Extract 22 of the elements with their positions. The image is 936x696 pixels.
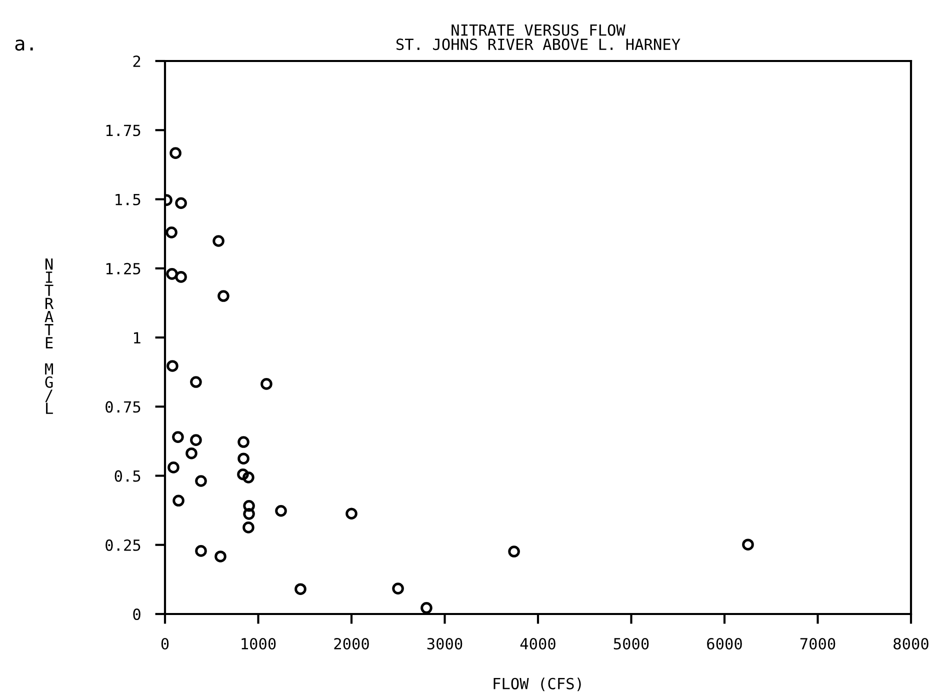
y-tick-label: 1.25 (106, 262, 140, 274)
y-tick-label: 2 (133, 56, 140, 67)
x-tick-label: 8000 (894, 638, 928, 650)
x-tick-label: 1000 (242, 638, 276, 650)
y-tick-label: 0.75 (106, 401, 140, 413)
y-tick-label: 0 (133, 608, 140, 620)
y-tick-label: 1.75 (106, 124, 140, 136)
x-tick-label: 5000 (614, 638, 649, 650)
x-tick-label: 0 (161, 638, 169, 650)
x-tick-label: 2000 (334, 638, 369, 650)
x-axis-title: FLOW (CFS) (494, 678, 581, 692)
x-tick-label: 7000 (800, 638, 836, 650)
text: NITRATE MG/L (44, 258, 54, 414)
y-tick-label: 1 (134, 332, 140, 344)
y-tick-label: 0.5 (114, 470, 140, 482)
chart-title: NITRATE VERSUS FLOW ST. JOHNS RIVER ABOVE L. HARNEY (396, 24, 680, 50)
x-tick-label: 6000 (707, 638, 742, 650)
text: a. (15, 40, 33, 51)
x-tick-label: 3000 (427, 638, 462, 650)
y-tick-label: 0.25 (106, 539, 140, 551)
x-tick-label: 4000 (520, 638, 556, 650)
y-tick-label: 1.5 (116, 194, 140, 206)
